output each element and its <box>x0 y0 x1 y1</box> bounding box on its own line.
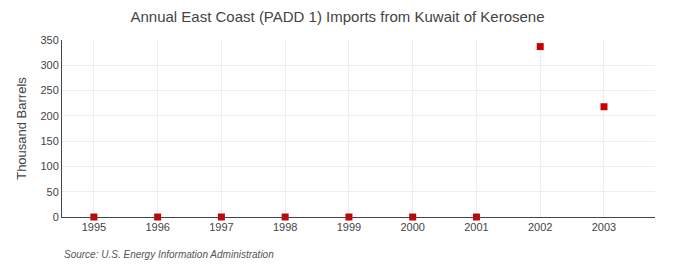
svg-text:1996: 1996 <box>145 221 169 233</box>
svg-text:150: 150 <box>40 135 58 147</box>
svg-text:1997: 1997 <box>209 221 233 233</box>
svg-text:Thousand Barrels: Thousand Barrels <box>14 77 29 180</box>
svg-text:100: 100 <box>40 160 58 172</box>
svg-text:Annual East Coast (PADD 1) Imp: Annual East Coast (PADD 1) Imports from … <box>130 8 544 25</box>
svg-text:350: 350 <box>40 34 58 46</box>
svg-text:2001: 2001 <box>464 221 488 233</box>
svg-text:200: 200 <box>40 110 58 122</box>
svg-text:300: 300 <box>40 59 58 71</box>
svg-text:Source: U.S. Energy Informatio: Source: U.S. Energy Information Administ… <box>64 249 274 260</box>
svg-text:2003: 2003 <box>592 221 616 233</box>
svg-text:1999: 1999 <box>337 221 361 233</box>
svg-text:2002: 2002 <box>528 221 552 233</box>
svg-text:1995: 1995 <box>82 221 106 233</box>
svg-text:2000: 2000 <box>400 221 424 233</box>
svg-text:50: 50 <box>47 186 59 198</box>
svg-text:0: 0 <box>53 211 59 223</box>
svg-text:1998: 1998 <box>273 221 297 233</box>
svg-text:250: 250 <box>40 84 58 96</box>
